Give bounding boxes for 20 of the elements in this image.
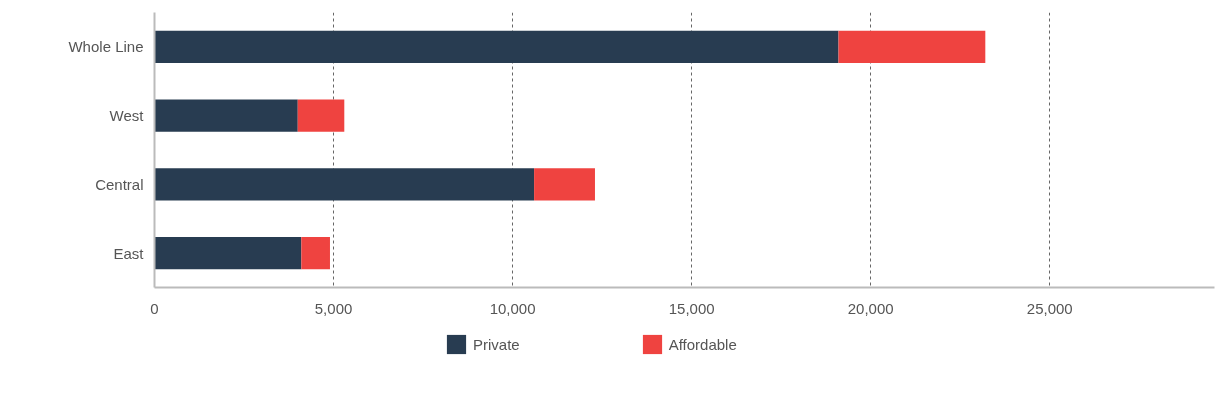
bar	[301, 236, 330, 270]
bar	[534, 168, 595, 201]
x-tick-label: 20,000	[847, 299, 894, 317]
x-tick-label: 25,000	[1026, 299, 1073, 317]
bar	[154, 99, 298, 132]
x-tick-label: 10,000	[489, 299, 536, 317]
bar	[154, 236, 302, 270]
bar	[838, 30, 986, 64]
x-tick-label: 15,000	[668, 299, 715, 317]
bar	[154, 168, 535, 201]
y-tick-label: Whole Line	[68, 38, 144, 56]
legend-label: Affordable	[668, 335, 737, 353]
legend-label: Private	[473, 335, 520, 353]
y-tick-label: East	[113, 244, 145, 262]
y-tick-label: Central	[95, 175, 144, 193]
bar	[297, 99, 345, 132]
bar	[154, 30, 839, 64]
y-tick-label: West	[109, 107, 145, 125]
x-tick-label: 5,000	[314, 299, 353, 317]
x-tick-label: 0	[150, 299, 159, 317]
